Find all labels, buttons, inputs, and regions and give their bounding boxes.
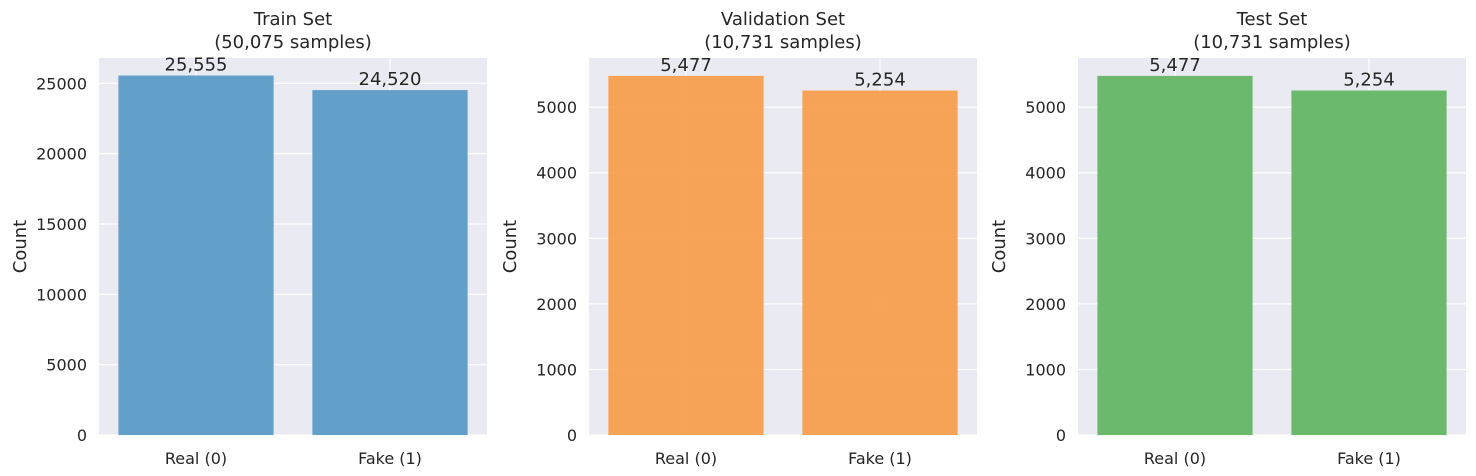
y-tick-label: 5000 — [46, 356, 87, 375]
y-tick-label: 0 — [1056, 426, 1066, 445]
y-tick-label: 0 — [567, 426, 577, 445]
y-tick-label: 25000 — [36, 74, 87, 93]
bar-value-label: 25,555 — [165, 55, 228, 76]
x-tick-label: Fake (1) — [358, 449, 422, 468]
chart-subtitle: (10,731 samples) — [1193, 32, 1351, 53]
x-tick-label: Fake (1) — [1337, 449, 1401, 468]
chart-subtitle: (50,075 samples) — [214, 32, 372, 53]
bar-real-0 — [608, 75, 764, 436]
y-tick-label: 10000 — [36, 285, 87, 304]
y-tick-label: 2000 — [536, 295, 577, 314]
y-axis-label: Count — [10, 220, 31, 273]
y-axis-label: Count — [989, 220, 1010, 273]
bar-fake-1 — [802, 90, 958, 435]
bar-value-label: 5,477 — [1149, 55, 1201, 76]
y-tick-label: 15000 — [36, 215, 87, 234]
bar-real-0 — [1097, 75, 1253, 436]
bar-fake-1 — [312, 90, 468, 436]
x-tick-label: Real (0) — [165, 449, 227, 468]
x-tick-label: Real (0) — [655, 449, 717, 468]
y-tick-label: 1000 — [536, 360, 577, 379]
y-tick-label: 3000 — [1025, 229, 1066, 248]
y-tick-label: 5000 — [536, 98, 577, 117]
y-tick-label: 4000 — [1025, 164, 1066, 183]
y-tick-label: 1000 — [1025, 360, 1066, 379]
y-tick-label: 0 — [77, 426, 87, 445]
y-tick-label: 3000 — [536, 229, 577, 248]
y-tick-label: 4000 — [536, 164, 577, 183]
bar-value-label: 5,477 — [660, 55, 712, 76]
chart-subtitle: (10,731 samples) — [704, 32, 862, 53]
x-tick-label: Fake (1) — [848, 449, 912, 468]
y-tick-label: 20000 — [36, 145, 87, 164]
bar-value-label: 5,254 — [1343, 70, 1395, 91]
bar-real-0 — [118, 75, 274, 436]
chart-panel-2: 0 1000 2000 3000 4000 5000 5,477 Real (0) 5,254 F… — [500, 9, 977, 468]
chart-title: Test Set — [1236, 9, 1308, 30]
chart-panel-3: 0 1000 2000 3000 4000 5000 5,477 Real (0) 5,254 F… — [989, 9, 1466, 468]
bar-value-label: 5,254 — [854, 70, 906, 91]
y-tick-label: 5000 — [1025, 98, 1066, 117]
chart-panel-1: 0 5000 10000 15000 20000 25000 25,555 Real (0) 2… — [10, 9, 487, 468]
chart-title: Train Set — [253, 9, 332, 30]
bar-value-label: 24,520 — [359, 69, 422, 90]
y-axis-label: Count — [500, 220, 521, 273]
bar-fake-1 — [1291, 90, 1447, 435]
y-tick-label: 2000 — [1025, 295, 1066, 314]
chart-title: Validation Set — [721, 9, 845, 30]
x-tick-label: Real (0) — [1144, 449, 1206, 468]
